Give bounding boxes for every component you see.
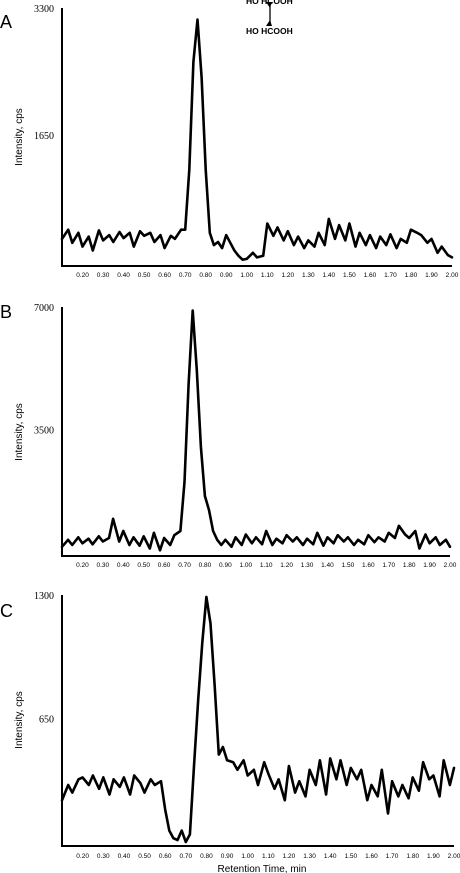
x-tick-label: 1.80 bbox=[406, 853, 419, 860]
x-tick-label: 0.40 bbox=[118, 853, 131, 860]
x-tick-label: 0.90 bbox=[219, 562, 232, 569]
x-tick-label: 2.00 bbox=[448, 853, 460, 860]
chart-panel-c: C 1300 650 Intensity, cps 0.20 0.30 0.40 0.50 0.… bbox=[0, 591, 460, 860]
x-tick-label: 1.60 bbox=[364, 272, 377, 279]
x-tick-label: 0.70 bbox=[179, 853, 192, 860]
y-tick-label: 1300 bbox=[34, 591, 54, 602]
x-tick-label: 0.50 bbox=[138, 853, 151, 860]
x-tick-label: 0.60 bbox=[158, 272, 171, 279]
x-tick-label: 0.50 bbox=[138, 272, 151, 279]
chart-panel-a: A 3300 1650 Intensity, cps 0.20 0.30 0.40 0.50 0… bbox=[0, 4, 459, 279]
x-tick-label: 0.20 bbox=[76, 562, 89, 569]
x-tick-label: 2.00 bbox=[446, 272, 459, 279]
x-tick-label: 0.90 bbox=[221, 853, 234, 860]
panel-letter: B bbox=[0, 302, 12, 322]
x-tick-label: 1.60 bbox=[365, 853, 378, 860]
x-tick-label: 1.40 bbox=[323, 272, 336, 279]
x-tick-label: 0.90 bbox=[220, 272, 233, 279]
y-axis-label: Intensity, cps bbox=[14, 403, 25, 461]
chart-panel-b: B 7000 3500 Intensity, cps 0.20 0.30 0.40 0.50 0… bbox=[0, 302, 457, 569]
series-line-b bbox=[60, 309, 452, 552]
x-tick-label: 0.30 bbox=[97, 562, 110, 569]
x-tick-label: 1.90 bbox=[425, 272, 438, 279]
x-tick-label: 1.20 bbox=[283, 853, 296, 860]
structure-wedge bbox=[266, 2, 272, 8]
x-tick-label: 1.00 bbox=[240, 272, 253, 279]
series-line-a bbox=[60, 18, 454, 262]
x-axis-label: Retention Time, min bbox=[218, 864, 307, 873]
x-tick-label: 1.10 bbox=[262, 853, 275, 860]
x-tick-label: 0.60 bbox=[158, 562, 171, 569]
y-axis-label: Intensity, cps bbox=[14, 691, 25, 749]
y-axis-label: Intensity, cps bbox=[14, 108, 25, 166]
panel-letter: A bbox=[0, 12, 12, 32]
x-tick-label: 1.90 bbox=[427, 853, 440, 860]
x-tick-label: 1.70 bbox=[382, 562, 395, 569]
x-tick-label: 1.40 bbox=[324, 853, 337, 860]
x-tick-label: 1.50 bbox=[343, 272, 356, 279]
y-tick-label: 3300 bbox=[34, 4, 54, 15]
structure-wedge bbox=[266, 20, 272, 26]
x-tick-label: 1.80 bbox=[403, 562, 416, 569]
x-tick-label: 1.30 bbox=[302, 272, 315, 279]
x-tick-label: 0.50 bbox=[137, 562, 150, 569]
x-tick-label: 1.00 bbox=[239, 562, 252, 569]
x-tick-label: 0.30 bbox=[97, 853, 110, 860]
x-tick-label: 1.50 bbox=[345, 853, 358, 860]
x-tick-label: 1.10 bbox=[260, 562, 273, 569]
x-tick-label: 0.70 bbox=[178, 562, 191, 569]
x-tick-label: 0.30 bbox=[97, 272, 110, 279]
y-tick-label: 1650 bbox=[34, 131, 54, 142]
x-tick-label: 1.70 bbox=[386, 853, 399, 860]
x-tick-label: 1.20 bbox=[280, 562, 293, 569]
x-tick-label: 0.80 bbox=[199, 562, 212, 569]
x-tick-label: 1.60 bbox=[362, 562, 375, 569]
y-tick-label: 3500 bbox=[34, 426, 54, 437]
x-tick-label: 1.70 bbox=[384, 272, 397, 279]
x-tick-label: 1.40 bbox=[321, 562, 334, 569]
x-tick-label: 0.60 bbox=[159, 853, 172, 860]
x-tick-label: 0.70 bbox=[179, 272, 192, 279]
x-tick-label: 1.30 bbox=[303, 853, 316, 860]
x-tick-label: 1.30 bbox=[301, 562, 314, 569]
x-tick-label: 1.00 bbox=[241, 853, 254, 860]
x-tick-label: 1.50 bbox=[342, 562, 355, 569]
x-tick-label: 0.40 bbox=[117, 562, 130, 569]
y-tick-label: 650 bbox=[39, 715, 54, 726]
x-tick-label: 1.80 bbox=[405, 272, 418, 279]
x-tick-label: 0.40 bbox=[117, 272, 130, 279]
y-tick-label: 7000 bbox=[34, 303, 54, 314]
x-tick-label: 0.20 bbox=[76, 853, 89, 860]
panel-letter: C bbox=[0, 601, 13, 621]
x-tick-label: 0.20 bbox=[76, 272, 89, 279]
x-tick-label: 1.10 bbox=[261, 272, 274, 279]
x-tick-label: 0.80 bbox=[199, 272, 212, 279]
x-tick-label: 0.80 bbox=[200, 853, 213, 860]
series-line-c bbox=[60, 595, 456, 844]
structure-bottom-line: HO HCOOH bbox=[246, 26, 293, 36]
x-tick-label: 1.90 bbox=[423, 562, 436, 569]
x-tick-label: 1.20 bbox=[281, 272, 294, 279]
x-tick-label: 2.00 bbox=[444, 562, 457, 569]
